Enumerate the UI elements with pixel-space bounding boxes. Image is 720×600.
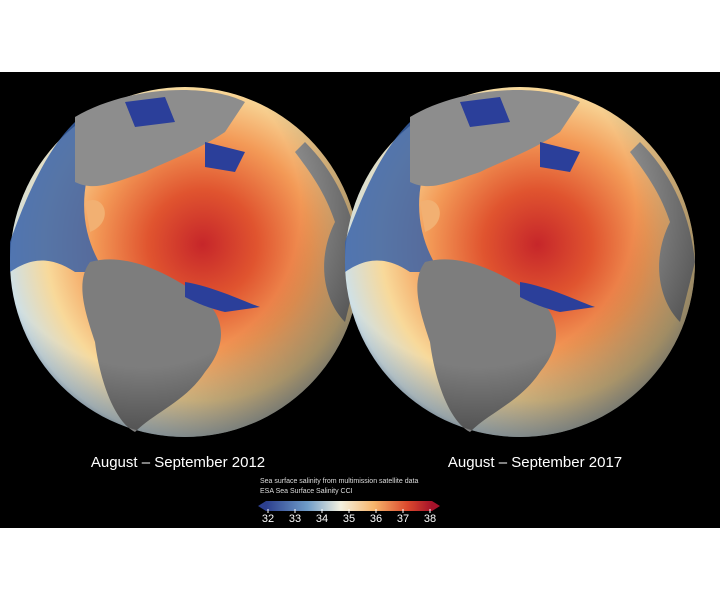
colorbar-tick-label: 36	[370, 513, 382, 525]
globe-2012	[10, 87, 360, 437]
caption: August – September 2012	[91, 454, 265, 471]
colorbar-high-arrow	[432, 501, 440, 511]
colorbar-tick-label: 38	[424, 513, 436, 525]
colorbar-credit: ESA Sea Surface Salinity CCI	[260, 488, 353, 495]
colorbar-tick-label: 32	[262, 513, 274, 525]
colorbar-tick-label: 33	[289, 513, 301, 525]
globe-2017	[345, 87, 695, 437]
colorbar-low-arrow	[258, 501, 266, 511]
colorbar-tick-label: 37	[397, 513, 409, 525]
colorbar-title: Sea surface salinity from multimission s…	[260, 478, 418, 485]
colorbar-tick-label: 35	[343, 513, 355, 525]
caption: August – September 2017	[448, 454, 622, 471]
colorbar	[266, 501, 432, 511]
colorbar-tick-label: 34	[316, 513, 328, 525]
